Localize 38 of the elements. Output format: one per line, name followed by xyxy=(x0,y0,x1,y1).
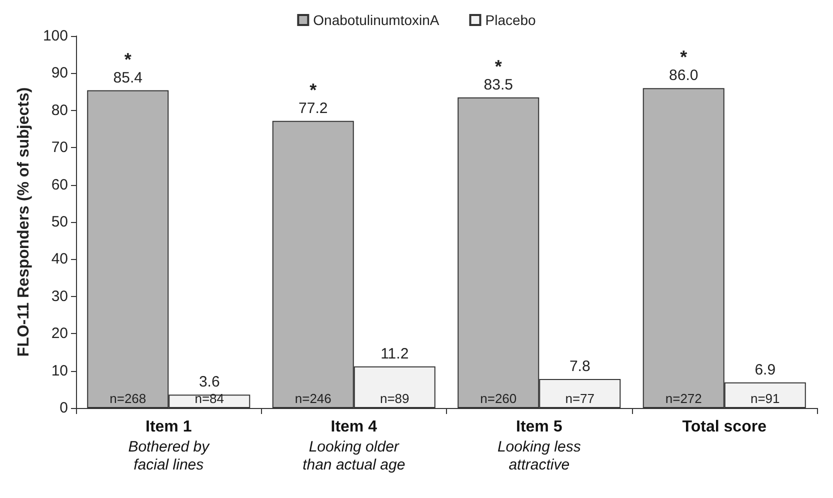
data-label: 83.5 xyxy=(484,76,513,94)
y-tick-label: 30 xyxy=(51,288,68,305)
y-tick-label: 100 xyxy=(42,28,68,44)
annotation: * xyxy=(494,56,502,76)
y-tick-label: 10 xyxy=(51,362,68,380)
data-label: 85.4 xyxy=(113,69,142,86)
y-tick-label: 60 xyxy=(51,176,68,194)
annotation: n=89 xyxy=(380,391,410,406)
y-tick-label: 50 xyxy=(51,214,68,230)
y-tick-label: 40 xyxy=(51,250,68,268)
annotation: n=272 xyxy=(665,391,702,406)
annotation: n=246 xyxy=(294,391,332,406)
annotation: n=84 xyxy=(194,391,224,406)
y-tick-label: 20 xyxy=(51,325,68,342)
annotation: * xyxy=(310,80,317,100)
x-tick-label: Item 1 Bothered by facial lines xyxy=(128,418,211,474)
y-tick-label: 70 xyxy=(51,139,68,156)
legend-label: Placebo xyxy=(485,12,536,28)
y-tick-label: 80 xyxy=(51,102,68,119)
annotation: n=268 xyxy=(110,391,146,406)
data-label: 6.9 xyxy=(754,361,776,378)
x-tick-label: Item 4 Looking older than actual age xyxy=(302,418,406,474)
annotation: * xyxy=(680,47,688,68)
data-label: 7.8 xyxy=(569,358,590,375)
y-tick-label: 90 xyxy=(51,64,68,82)
annotation: n=260 xyxy=(480,391,517,406)
data-label: 86.0 xyxy=(669,67,698,84)
data-label: 11.2 xyxy=(380,345,409,362)
legend-label: OnabotulinumtoxinA xyxy=(313,12,440,28)
data-label: 77.2 xyxy=(298,100,328,117)
x-tick-label: Item 5 Looking less attractive xyxy=(497,418,582,474)
annotation: n=91 xyxy=(750,391,780,406)
x-tick-label: Total score xyxy=(682,418,767,436)
y-tick-label: 0 xyxy=(60,400,68,416)
data-label: 3.6 xyxy=(198,374,220,391)
y-axis-title: FLO-11 Responders (% of subjects) xyxy=(16,87,33,357)
annotation: * xyxy=(124,49,132,70)
annotation: n=77 xyxy=(565,391,595,406)
